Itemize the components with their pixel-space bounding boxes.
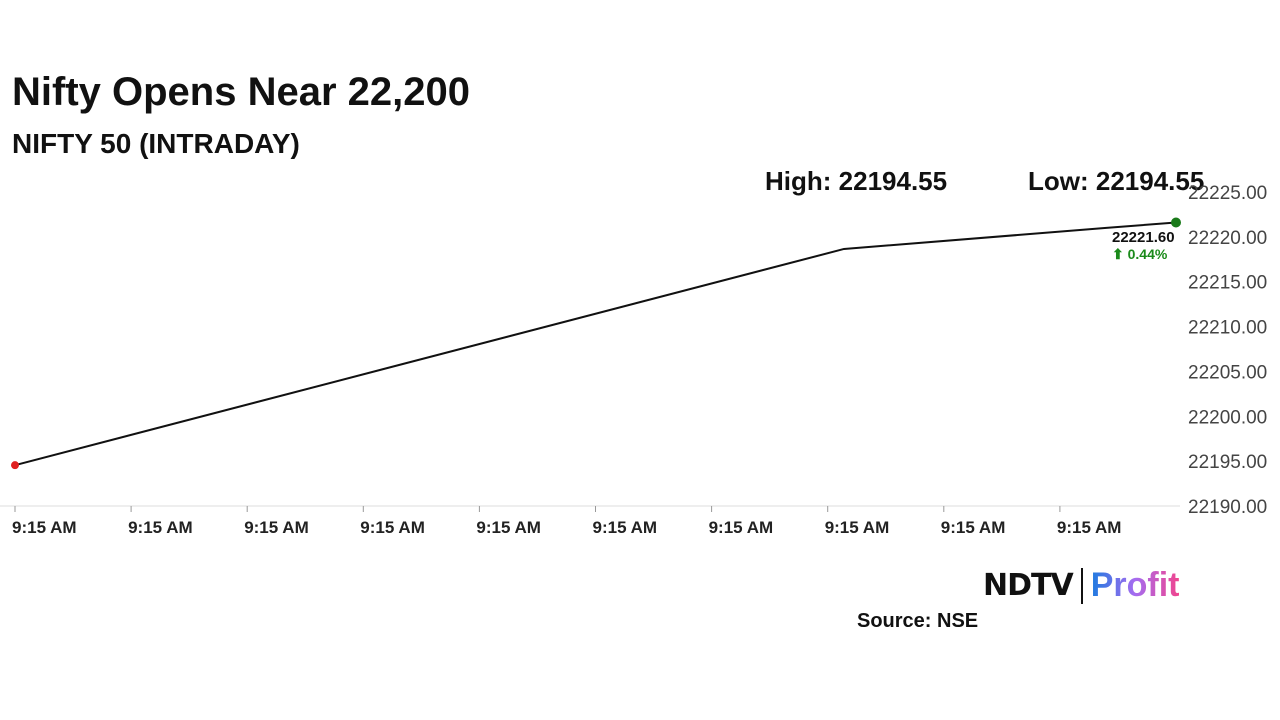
last-value-label: 22221.60 [1112, 229, 1175, 246]
end-point [1171, 217, 1181, 228]
chart-subtitle: NIFTY 50 (INTRADAY) [12, 128, 300, 159]
x-tick-label: 9:15 AM [12, 518, 77, 537]
x-tick-label: 9:15 AM [941, 518, 1006, 537]
y-tick-label: 22215.00 [1188, 273, 1267, 294]
x-tick-label: 9:15 AM [825, 518, 890, 537]
logo-ndtv: NDTV [983, 568, 1074, 603]
y-tick-label: 22200.00 [1188, 407, 1267, 428]
y-tick-label: 22195.00 [1188, 452, 1267, 473]
change-label: ⬆ 0.44% [1112, 246, 1168, 262]
y-tick-label: 22210.00 [1188, 318, 1267, 339]
y-tick-label: 22225.00 [1188, 183, 1267, 204]
x-tick-label: 9:15 AM [360, 518, 425, 537]
x-tick-label: 9:15 AM [593, 518, 658, 537]
x-tick-label: 9:15 AM [244, 518, 309, 537]
start-point [11, 461, 19, 470]
ndtv-profit-logo: NDTV Profit [983, 566, 1179, 605]
y-tick-label: 22190.00 [1188, 497, 1267, 518]
x-tick-label: 9:15 AM [709, 518, 774, 537]
low-label: Low: 22194.55 [1028, 166, 1205, 196]
logo-divider [1080, 567, 1083, 604]
x-tick-label: 9:15 AM [128, 518, 193, 537]
high-label: High: 22194.55 [765, 166, 948, 196]
x-tick-label: 9:15 AM [1057, 518, 1122, 537]
series-line [14, 221, 1177, 467]
source-label: Source: NSE [857, 610, 979, 632]
chart-title: Nifty Opens Near 22,200 [12, 70, 470, 114]
logo-profit: Profit [1090, 566, 1180, 604]
y-tick-label: 22220.00 [1188, 228, 1267, 249]
y-tick-label: 22205.00 [1188, 362, 1267, 383]
x-tick-label: 9:15 AM [476, 518, 541, 537]
